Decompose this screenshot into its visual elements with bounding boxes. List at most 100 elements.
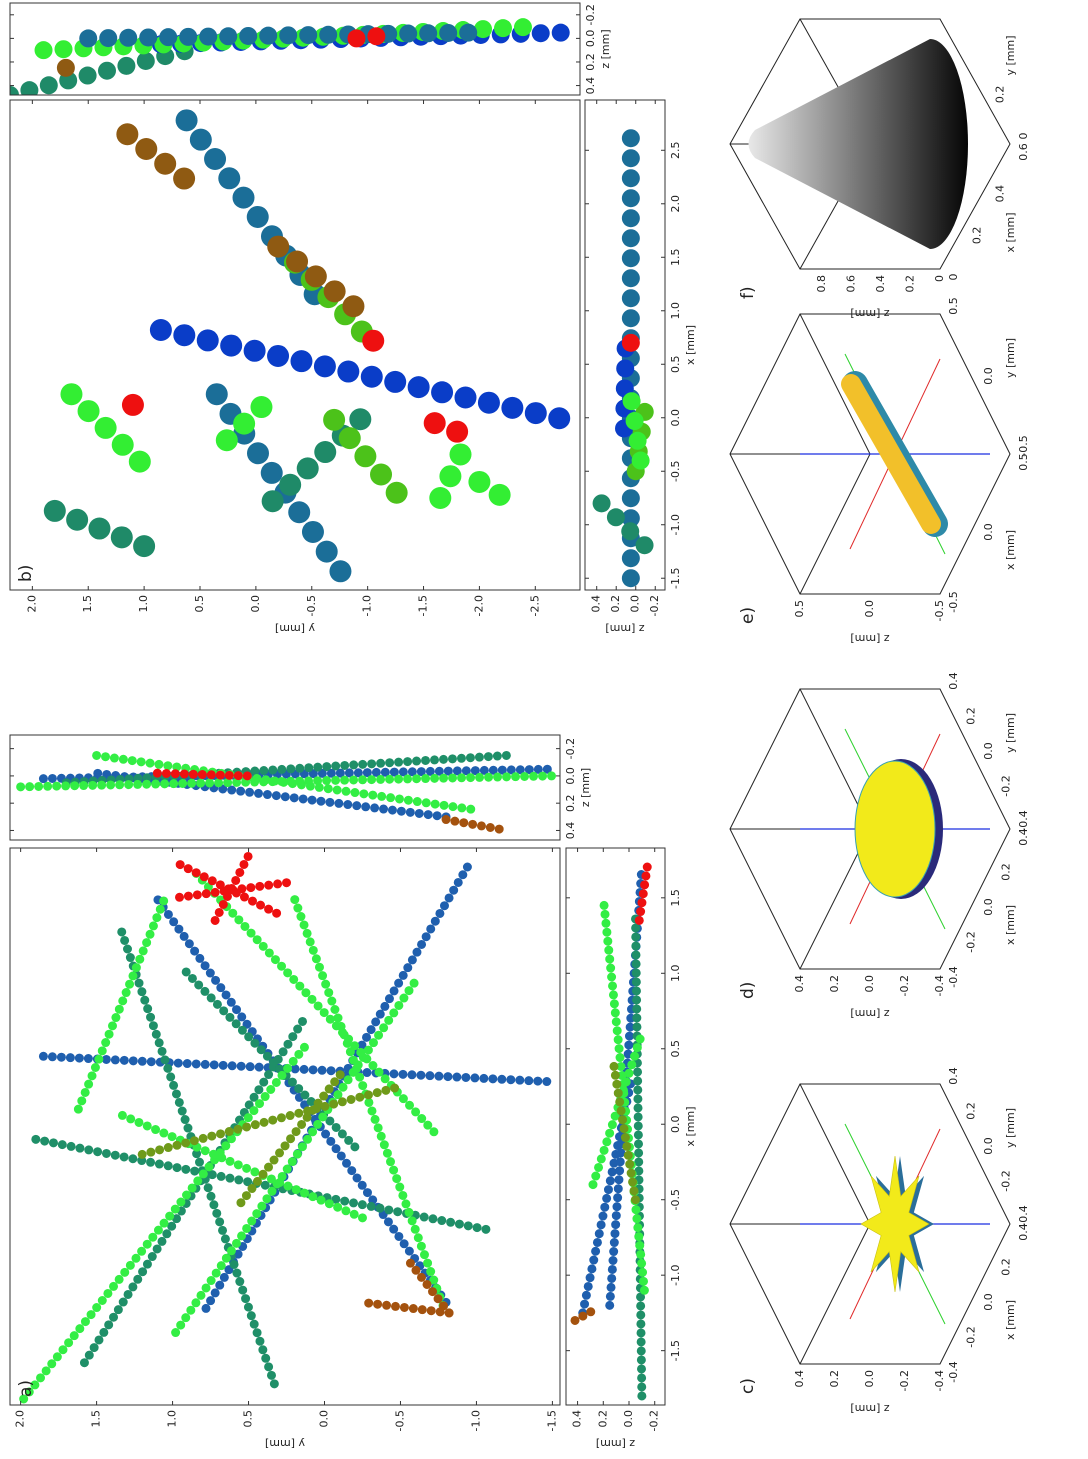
y-tick-label: -2.5 bbox=[528, 595, 541, 616]
y-tick-label: 0 bbox=[1017, 133, 1030, 140]
fiber bbox=[49, 509, 144, 546]
y-tick-label: 0.4 bbox=[590, 595, 603, 613]
y-tick-label: 1.5 bbox=[81, 595, 94, 613]
x-tick-label: -1.0 bbox=[669, 1264, 682, 1285]
y-tick-label: 0.5 bbox=[947, 297, 960, 315]
y-tick-label: 0.2 bbox=[994, 86, 1007, 104]
y-tick-label: 0.4 bbox=[947, 672, 960, 690]
y-axis-label: y [mm] bbox=[1004, 713, 1017, 753]
x-tick-label: 0.0 bbox=[669, 1115, 682, 1133]
plot-frame bbox=[10, 848, 560, 1405]
x-axis-label: x [mm] bbox=[1004, 905, 1017, 945]
x-tick-label: -0.4 bbox=[947, 966, 960, 987]
x-axis-label: x [mm] bbox=[684, 1106, 697, 1146]
y-tick-label: -0.5 bbox=[305, 595, 318, 616]
y-tick-label: 0.0 bbox=[318, 1410, 331, 1428]
y-axis-label: y [mm] bbox=[1004, 338, 1017, 378]
z-tick-label: -0.4 bbox=[933, 1370, 946, 1391]
x-tick-label: 0.0 bbox=[584, 30, 597, 48]
y-tick-label: 0.0 bbox=[982, 1137, 995, 1155]
z-tick-label: -0.5 bbox=[933, 600, 946, 621]
z-tick-label: 0.2 bbox=[828, 975, 841, 993]
x-tick-label: -0.5 bbox=[947, 591, 960, 612]
y-tick-label: -0.2 bbox=[648, 1410, 661, 1431]
x-tick-label: 0.5 bbox=[669, 1040, 682, 1058]
fiber bbox=[639, 860, 648, 920]
y-tick-label: -0.5 bbox=[1017, 435, 1030, 456]
y-axis-label: z [mm] bbox=[605, 622, 644, 635]
object bbox=[861, 1156, 929, 1292]
fiber bbox=[88, 32, 479, 38]
y-tick-label: -0.4 bbox=[1017, 1205, 1030, 1226]
z-tick-label: 0.0 bbox=[863, 975, 876, 993]
panel-label: c) bbox=[738, 1378, 758, 1394]
y-tick-label: 2.0 bbox=[25, 595, 38, 613]
x-axis-label: x [mm] bbox=[1004, 1300, 1017, 1340]
y-tick-label: -1.0 bbox=[361, 595, 374, 616]
y-axis-label: y [mm] bbox=[265, 1437, 305, 1450]
fiber bbox=[191, 868, 434, 1132]
fiber bbox=[479, 482, 513, 503]
fiber bbox=[24, 1041, 310, 1399]
fiber bbox=[362, 1302, 449, 1313]
x-axis-label: z [mm] bbox=[599, 29, 612, 68]
fiber bbox=[356, 36, 378, 38]
x-tick-label: -0.5 bbox=[669, 461, 682, 482]
y-tick-label: -0.2 bbox=[1000, 775, 1013, 796]
x-tick-label: 0.0 bbox=[564, 767, 577, 785]
x-tick-label: 0.5 bbox=[669, 356, 682, 374]
fiber bbox=[206, 865, 469, 1309]
z-tick-label: -0.2 bbox=[898, 1370, 911, 1391]
plot-area bbox=[575, 860, 648, 1396]
y-tick-label: -0.2 bbox=[1000, 1170, 1013, 1191]
panel-label: b) bbox=[16, 565, 36, 582]
x-tick-label: -0.2 bbox=[965, 931, 978, 952]
fiber bbox=[334, 420, 401, 498]
x-tick-label: 2.0 bbox=[669, 195, 682, 213]
x-tick-label: 0.0 bbox=[669, 409, 682, 427]
panel-label: a) bbox=[16, 1380, 36, 1397]
x-tick-label: -0.2 bbox=[584, 4, 597, 25]
plot-area bbox=[24, 856, 556, 1399]
z-tick-label: -0.4 bbox=[933, 975, 946, 996]
x-tick-label: 1.5 bbox=[669, 249, 682, 267]
x-tick-label: 2.5 bbox=[669, 142, 682, 160]
y-tick-label: 1.0 bbox=[137, 595, 150, 613]
y-tick-label: 2.0 bbox=[14, 1410, 27, 1428]
x-tick-label: 0.0 bbox=[982, 898, 995, 916]
z-axis-label: z [mm] bbox=[850, 632, 889, 645]
x-tick-label: 1.0 bbox=[669, 302, 682, 320]
x-tick-label: 0.2 bbox=[1000, 863, 1013, 881]
y-tick-label: 0.4 bbox=[571, 1410, 584, 1428]
x-tick-label: 0.0 bbox=[982, 523, 995, 541]
z-tick-label: 0.0 bbox=[863, 600, 876, 618]
z-tick-label: 0.2 bbox=[904, 275, 917, 293]
x-axis-label: x [mm] bbox=[1004, 530, 1017, 570]
panel-label: d) bbox=[738, 982, 758, 999]
fiber bbox=[373, 341, 384, 348]
x-tick-label: 1.0 bbox=[669, 965, 682, 983]
y-tick-label: 0.5 bbox=[193, 595, 206, 613]
x-tick-label: 0.6 bbox=[1017, 143, 1030, 161]
x-tick-label: -1.0 bbox=[669, 514, 682, 535]
x-tick-label: 0.4 bbox=[994, 185, 1007, 203]
x-tick-label: 0.4 bbox=[564, 822, 577, 840]
fiber bbox=[43, 1056, 555, 1082]
plot-area bbox=[21, 755, 556, 830]
y-tick-label: 0.0 bbox=[622, 1410, 635, 1428]
x-tick-label: 0 bbox=[947, 274, 960, 281]
y-tick-label: -0.2 bbox=[648, 595, 661, 616]
fiber bbox=[133, 405, 144, 412]
z-tick-label: 0.5 bbox=[793, 600, 806, 618]
y-axis-label: y [mm] bbox=[275, 622, 315, 635]
x-axis-label: z [mm] bbox=[579, 768, 592, 807]
z-tick-label: -0.2 bbox=[898, 975, 911, 996]
y-tick-label: -0.5 bbox=[393, 1410, 406, 1431]
y-tick-label: 0.0 bbox=[982, 742, 995, 760]
y-tick-label: 0.5 bbox=[242, 1410, 255, 1428]
cube-edge bbox=[800, 454, 870, 594]
figure: 2.01.51.00.50.0-0.5-1.0-1.5y [mm]a)0.40.… bbox=[0, 0, 1088, 1459]
y-tick-label: -0.4 bbox=[1017, 810, 1030, 831]
z-tick-label: 0.4 bbox=[793, 975, 806, 993]
